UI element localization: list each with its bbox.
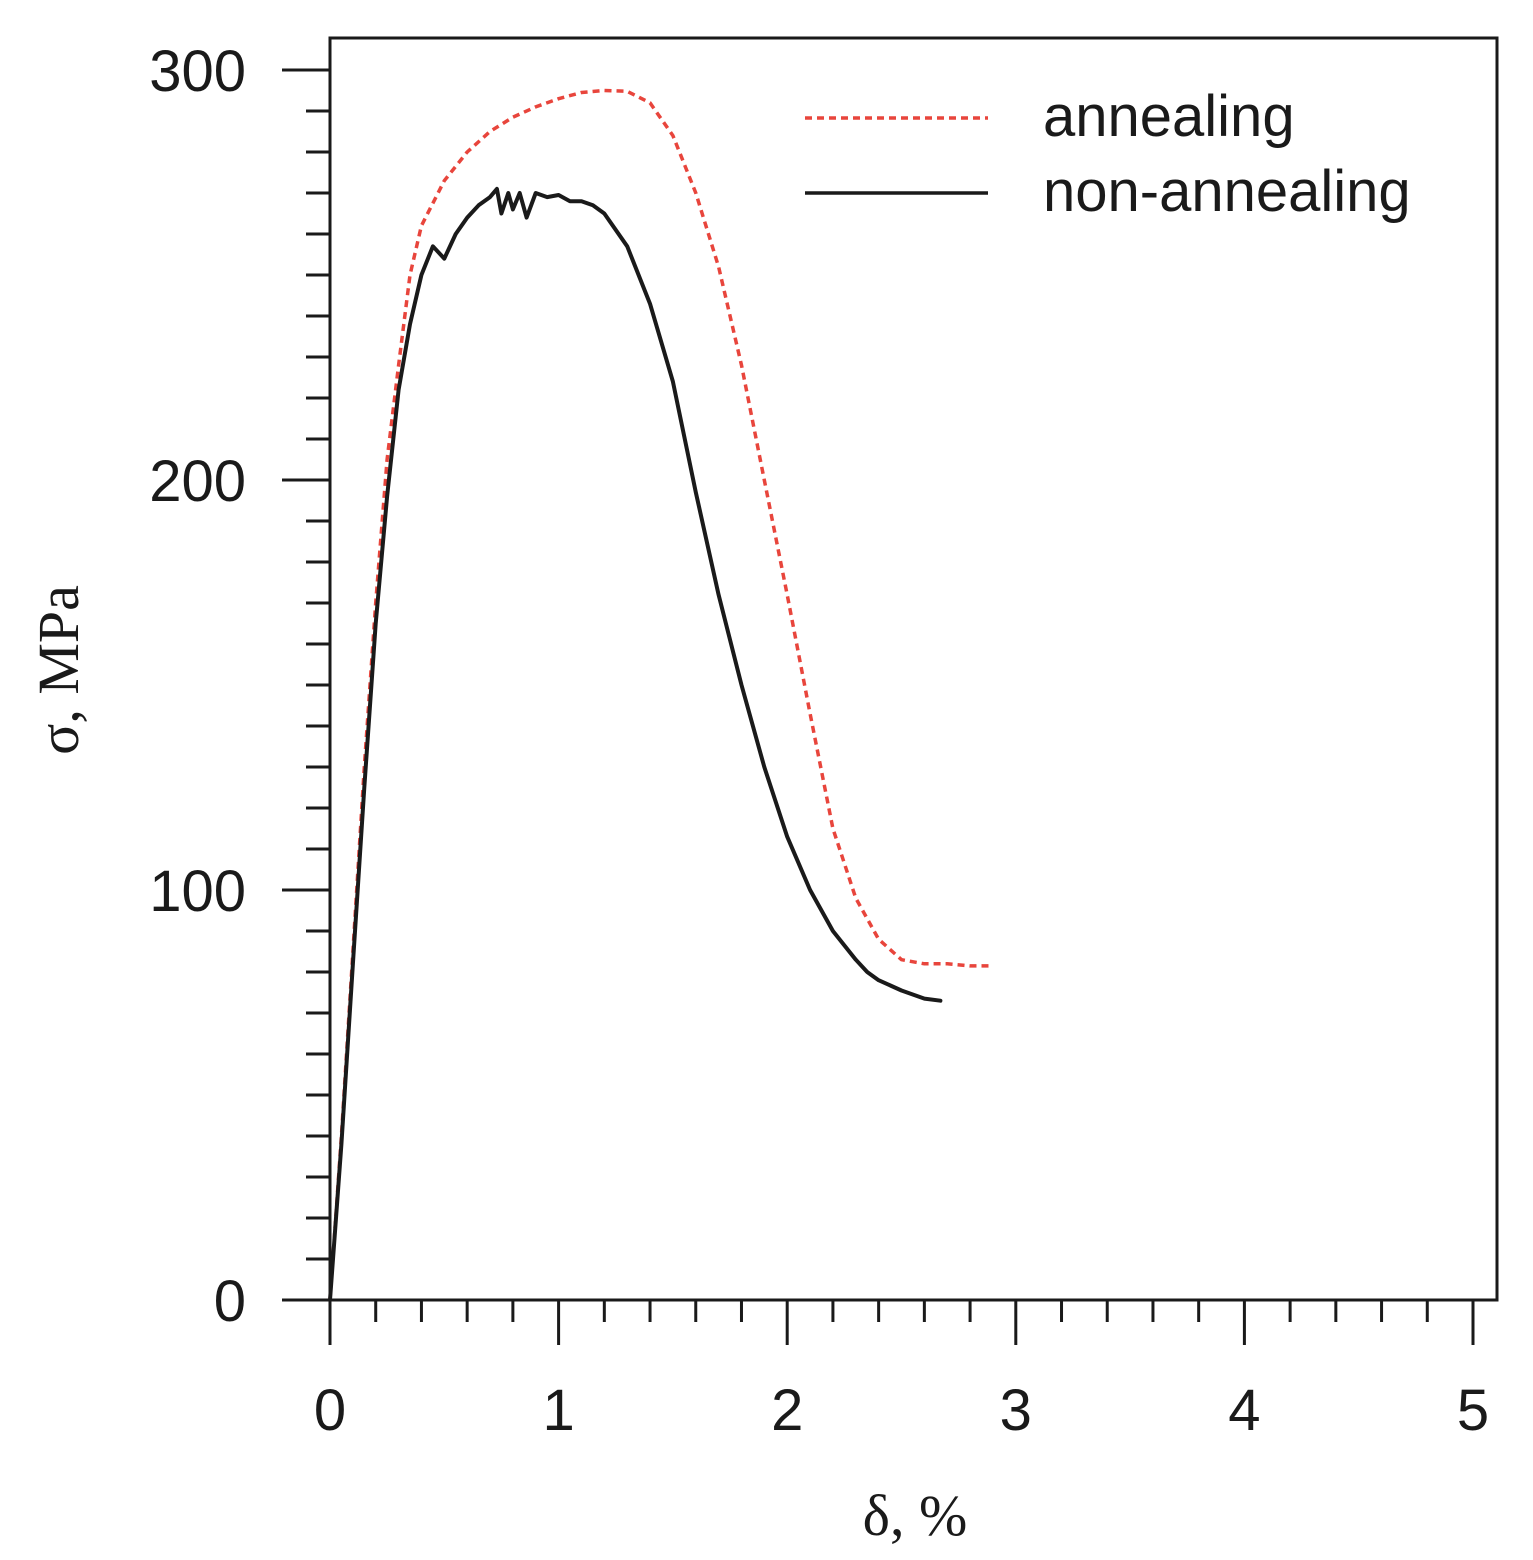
major-ticks — [282, 68, 1475, 1345]
tick-labels: 0 1 2 3 4 5 0 100 200 300 — [149, 39, 1489, 1443]
plot-frame — [328, 36, 1499, 1302]
y-tick-label: 300 — [149, 39, 246, 104]
series-line-non-annealing — [328, 186, 943, 1302]
y-tick-label: 0 — [214, 1269, 246, 1334]
x-axis-label: δ, % — [863, 1483, 968, 1548]
x-tick-label: 0 — [314, 1378, 346, 1443]
legend: annealing non-annealing — [805, 84, 1411, 224]
x-tick-label: 5 — [1457, 1378, 1489, 1443]
x-tick-label: 1 — [542, 1378, 574, 1443]
y-tick-label: 100 — [149, 859, 246, 924]
series-layer — [328, 88, 993, 1302]
x-tick-label: 2 — [771, 1378, 803, 1443]
minor-ticks — [306, 109, 1429, 1322]
series-line-annealing — [328, 88, 993, 1301]
x-tick-label: 3 — [1000, 1378, 1032, 1443]
y-tick-label: 200 — [149, 449, 246, 514]
x-tick-label: 4 — [1228, 1378, 1260, 1443]
y-axis-label: σ, MPa — [26, 585, 91, 755]
legend-label-non-annealing: non-annealing — [1043, 159, 1411, 224]
legend-label-annealing: annealing — [1043, 84, 1295, 149]
